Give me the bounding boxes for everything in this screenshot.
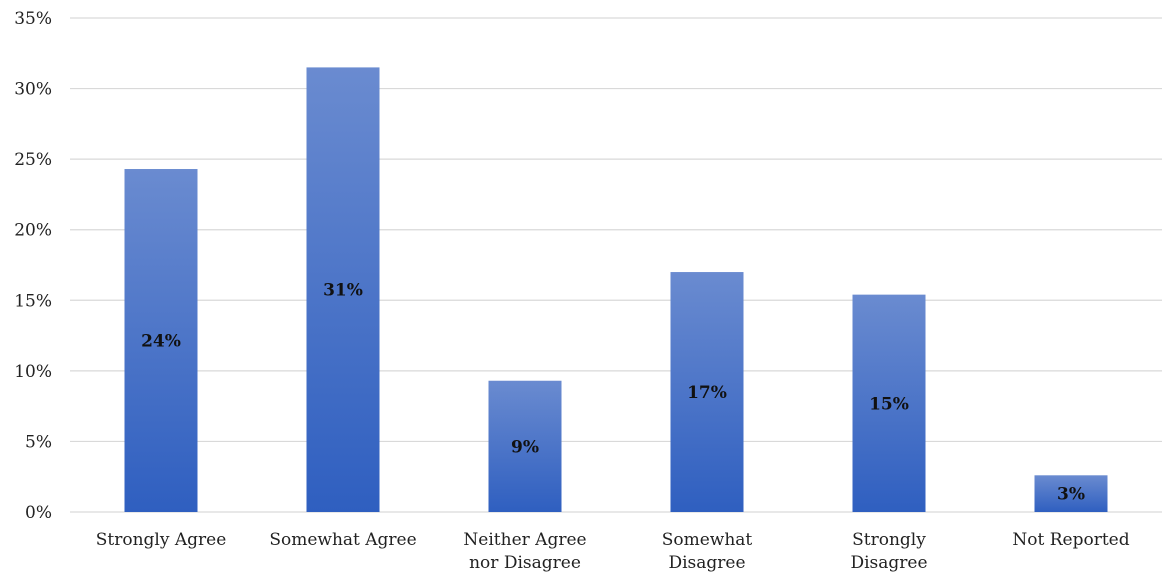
bar	[306, 67, 380, 513]
y-tick-label: 30%	[14, 80, 52, 100]
bar	[852, 294, 926, 512]
bar	[488, 380, 562, 512]
x-tick-label-line: Strongly	[852, 530, 926, 550]
bar	[670, 272, 744, 512]
y-tick-label: 0%	[25, 503, 52, 523]
data-label: 3%	[1057, 485, 1085, 505]
gridlines	[70, 17, 1162, 513]
data-label: 31%	[323, 281, 363, 301]
x-axis-ticks: Strongly Agree Somewhat Agree Neither Agre…	[96, 530, 1130, 573]
y-axis-ticks: 0% 5% 10% 15% 20% 25% 30% 35%	[14, 9, 52, 523]
x-tick-label-line: Somewhat	[662, 530, 753, 550]
data-label: 15%	[869, 394, 909, 414]
y-tick-label: 20%	[14, 221, 52, 241]
x-tick-label: Not Reported	[1012, 530, 1129, 550]
bar	[124, 169, 198, 512]
x-tick-label-line: Somewhat Agree	[269, 530, 416, 550]
x-tick-label-line: Not Reported	[1012, 530, 1129, 550]
y-tick-label: 25%	[14, 150, 52, 170]
x-tick-label: Strongly Agree	[96, 530, 227, 550]
x-tick-label: Strongly Disagree	[850, 530, 927, 573]
x-tick-label-line: Strongly Agree	[96, 530, 227, 550]
x-tick-label: Somewhat Disagree	[662, 530, 753, 573]
x-tick-label-line: nor Disagree	[469, 553, 581, 573]
x-tick-label-line: Disagree	[668, 553, 745, 573]
bar	[1034, 475, 1108, 512]
x-tick-label-line: Neither Agree	[463, 530, 586, 550]
x-tick-label: Neither Agree nor Disagree	[463, 530, 586, 573]
bars	[124, 67, 1108, 513]
y-tick-label: 10%	[14, 362, 52, 382]
data-label: 24%	[141, 332, 181, 352]
data-label: 9%	[511, 437, 539, 457]
x-tick-label-line: Disagree	[850, 553, 927, 573]
x-tick-label: Somewhat Agree	[269, 530, 416, 550]
y-tick-label: 15%	[14, 291, 52, 311]
data-labels: 24% 31% 9% 17% 15% 3%	[141, 281, 1085, 505]
y-tick-label: 35%	[14, 9, 52, 29]
data-label: 17%	[687, 383, 727, 403]
y-tick-label: 5%	[25, 432, 52, 452]
